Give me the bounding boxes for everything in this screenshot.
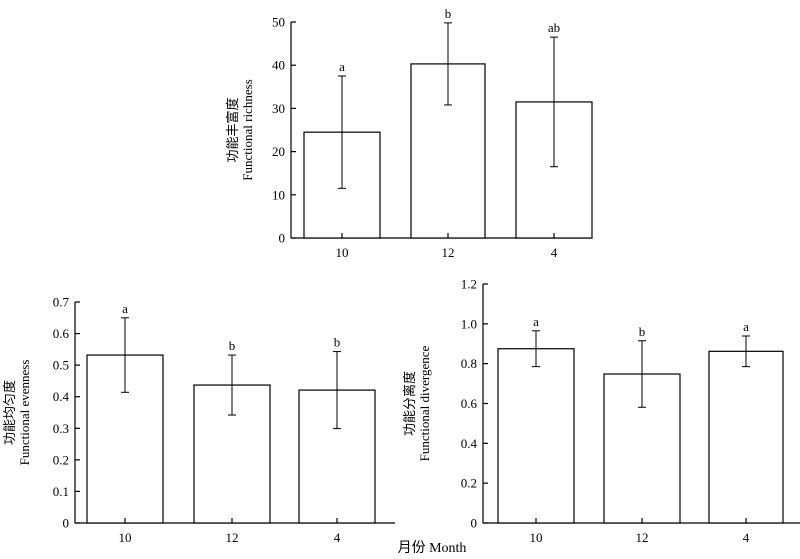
significance-label: b [334, 335, 341, 350]
y-tick-label: 0.8 [461, 356, 477, 371]
panel-functional-divergence: 0 0.2 0.4 0.6 0.8 1.0 1.2 a 10 b 12 a 4 功能分离度Function… [402, 277, 800, 545]
significance-label: a [122, 301, 128, 316]
y-axis-label: 功能丰富度Functional richness [225, 79, 255, 180]
significance-label: b [639, 324, 646, 339]
y-tick-label: 0 [279, 231, 286, 246]
y-tick-label: 0.2 [461, 476, 477, 491]
y-tick-label: 20 [272, 144, 285, 159]
y-tick-label: 0.1 [53, 484, 69, 499]
y-axis-label-zh: 功能分离度 [402, 371, 417, 436]
y-tick-label: 30 [272, 101, 285, 116]
x-tick-label: 12 [442, 245, 455, 260]
y-tick-label: 1.2 [461, 277, 477, 292]
y-tick-label: 40 [272, 58, 285, 73]
significance-label: ab [548, 20, 560, 35]
y-tick-label: 1.0 [461, 316, 477, 331]
panel-functional-richness: 0 10 20 30 40 50 a 10 b 12 ab 4 功能丰富度Functional rich… [225, 6, 593, 260]
significance-label: a [533, 314, 539, 329]
bar [497, 348, 575, 524]
x-tick-label: 4 [551, 245, 558, 260]
y-tick-label: 10 [272, 187, 285, 202]
x-tick-label: 12 [226, 530, 239, 545]
x-tick-label: 4 [334, 530, 341, 545]
y-tick-label: 0 [471, 516, 478, 531]
y-tick-label: 0.2 [53, 452, 69, 467]
bar [708, 350, 784, 524]
x-tick-label: 10 [530, 530, 543, 545]
y-tick-label: 50 [272, 15, 285, 30]
significance-label: b [445, 6, 452, 21]
y-tick-label: 0.4 [461, 436, 478, 451]
y-axis-label-en: Functional richness [240, 79, 255, 180]
y-tick-label: 0.3 [53, 421, 69, 436]
x-tick-label: 12 [636, 530, 649, 545]
y-axis-label-zh: 功能均匀度 [2, 380, 17, 445]
significance-label: a [339, 59, 345, 74]
y-tick-label: 0.4 [53, 389, 70, 404]
x-tick-label: 4 [743, 530, 750, 545]
y-axis-label: 功能分离度Functional divergence [402, 345, 432, 461]
y-tick-label: 0.5 [53, 358, 69, 373]
y-axis-label-zh: 功能丰富度 [225, 97, 240, 162]
x-tick-label: 10 [119, 530, 132, 545]
panel-functional-evenness: 0 0.1 0.2 0.3 0.4 0.5 0.6 0.7 a 10 b 12 b 4 功能均匀度Funct… [2, 295, 395, 545]
y-tick-label: 0.6 [53, 326, 70, 341]
y-axis-label: 功能均匀度Functional evenness [2, 360, 32, 466]
y-tick-label: 0 [63, 516, 70, 531]
shared-x-axis-label: 月份 Month [398, 540, 467, 556]
significance-label: a [743, 319, 749, 334]
y-axis-label-en: Functional divergence [417, 345, 432, 461]
y-tick-label: 0.7 [53, 295, 70, 310]
y-tick-label: 0.6 [461, 396, 478, 411]
significance-label: b [229, 338, 236, 353]
y-axis-label-en: Functional evenness [17, 360, 32, 466]
x-tick-label: 10 [336, 245, 349, 260]
